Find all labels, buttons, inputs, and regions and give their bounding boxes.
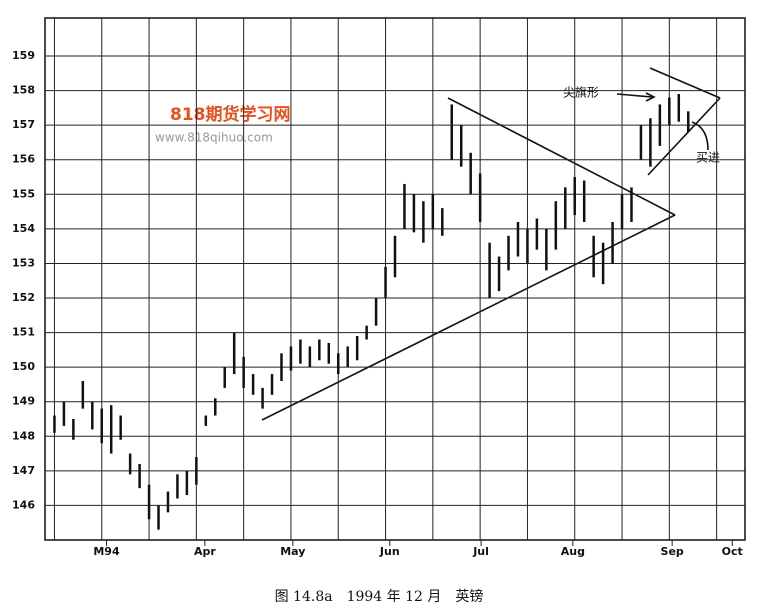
arrow-head [645,92,656,102]
x-tick-label: Apr [194,545,216,558]
pennant-line [649,67,721,99]
watermark: 818期货学习网 [170,104,291,125]
y-tick-label: 150 [12,360,35,373]
y-tick-label: 156 [12,153,35,166]
x-tick-label: Jul [472,545,489,558]
y-tick-label: 153 [12,256,35,269]
annotation: 买进 [696,151,720,165]
caption: 图 14.8a 1994 年 12 月 英镑 [275,588,484,605]
y-tick-label: 157 [12,118,35,131]
y-tick-label: 148 [12,429,35,442]
y-tick-label: 147 [12,464,35,477]
watermark: www.818qihuo.com [155,131,273,145]
annotation: 尖旗形 [563,85,599,100]
x-tick-label: Sep [661,545,684,558]
y-tick-label: 159 [12,49,35,62]
y-tick-label: 151 [12,326,35,339]
y-tick-label: 146 [12,498,35,511]
y-tick-label: 154 [12,222,35,235]
trend-line [447,97,676,216]
y-tick-label: 149 [12,395,35,408]
y-tick-label: 155 [12,187,35,200]
x-tick-label: Oct [722,545,743,558]
y-tick-label: 152 [12,291,35,304]
x-tick-label: Aug [561,545,585,558]
trend-line [261,214,676,421]
x-tick-label: Jun [379,545,400,558]
arrow [616,93,653,98]
plot-frame [44,17,746,541]
x-tick-label: May [280,545,305,558]
pennant-line [647,97,721,176]
trend-lines [261,67,721,421]
x-tick-label: M94 [93,545,120,558]
y-tick-label: 158 [12,84,35,97]
arrow [691,121,709,151]
